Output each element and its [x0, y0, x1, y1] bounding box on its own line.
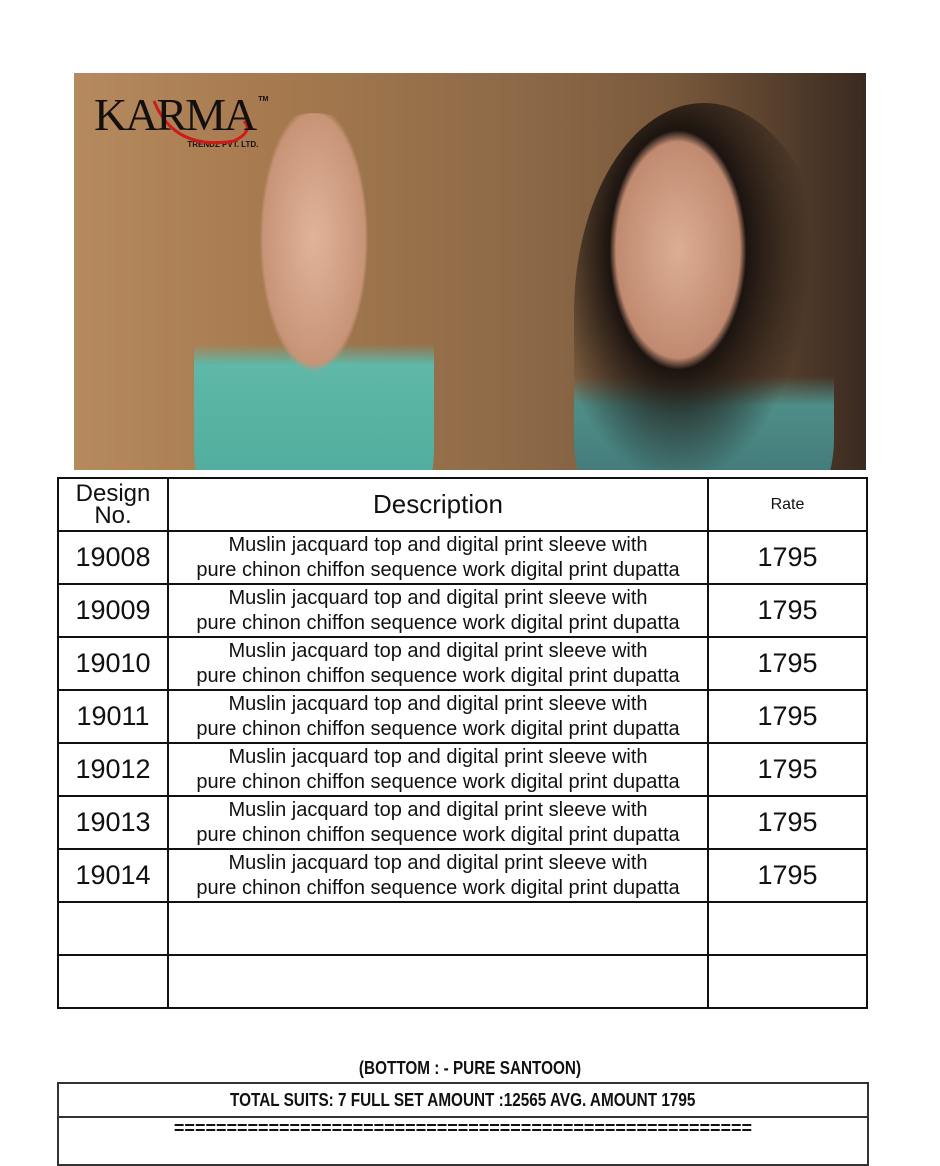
- logo-text: KARMA: [94, 89, 257, 140]
- rate-cell: 1795: [707, 583, 868, 638]
- rate-cell: 1795: [707, 742, 868, 797]
- table-row: 19014 Muslin jacquard top and digital pr…: [57, 848, 868, 903]
- design-no-cell: 19011: [57, 689, 169, 744]
- description-cell: Muslin jacquard top and digital print sl…: [167, 795, 709, 850]
- description-line-2: pure chinon chiffon sequence work digita…: [196, 664, 680, 687]
- price-table: Design No. Description Rate 19008 Muslin…: [57, 477, 868, 1009]
- logo-subtitle: TRENDZ PVT. LTD.: [187, 140, 259, 149]
- description-cell: Muslin jacquard top and digital print sl…: [167, 636, 709, 691]
- design-no-cell: 19014: [57, 848, 169, 903]
- table-header-row: Design No. Description Rate: [57, 477, 868, 532]
- header-design-no: Design No.: [57, 477, 169, 532]
- header-rate: Rate: [707, 477, 868, 532]
- description-line-1: Muslin jacquard top and digital print sl…: [228, 533, 648, 556]
- table-row: 19013 Muslin jacquard top and digital pr…: [57, 795, 868, 850]
- empty-cell: [167, 954, 709, 1009]
- rate-cell: 1795: [707, 636, 868, 691]
- model-left-figure: [194, 113, 434, 470]
- design-no-cell: 19013: [57, 795, 169, 850]
- description-cell: Muslin jacquard top and digital print sl…: [167, 689, 709, 744]
- description-line-1: Muslin jacquard top and digital print sl…: [228, 798, 648, 821]
- catalog-photo: KARMA TM TRENDZ PVT. LTD.: [74, 73, 866, 470]
- empty-table-row: [57, 901, 868, 956]
- table-row: 19008 Muslin jacquard top and digital pr…: [57, 530, 868, 585]
- description-cell: Muslin jacquard top and digital print sl…: [167, 742, 709, 797]
- description-line-1: Muslin jacquard top and digital print sl…: [228, 745, 648, 768]
- design-no-cell: 19012: [57, 742, 169, 797]
- description-cell: Muslin jacquard top and digital print sl…: [167, 583, 709, 638]
- empty-cell: [707, 901, 868, 956]
- logo-tm: TM: [258, 96, 269, 103]
- model-right-figure: [574, 103, 834, 470]
- rate-cell: 1795: [707, 848, 868, 903]
- description-cell: Muslin jacquard top and digital print sl…: [167, 848, 709, 903]
- design-no-cell: 19008: [57, 530, 169, 585]
- rate-cell: 1795: [707, 530, 868, 585]
- rate-cell: 1795: [707, 689, 868, 744]
- description-line-1: Muslin jacquard top and digital print sl…: [228, 692, 648, 715]
- description-line-1: Muslin jacquard top and digital print sl…: [228, 639, 648, 662]
- empty-cell: [57, 954, 169, 1009]
- table-row: 19012 Muslin jacquard top and digital pr…: [57, 742, 868, 797]
- description-line-2: pure chinon chiffon sequence work digita…: [196, 876, 680, 899]
- description-line-1: Muslin jacquard top and digital print sl…: [228, 851, 648, 874]
- karma-logo: KARMA TM TRENDZ PVT. LTD.: [94, 91, 268, 150]
- separator-line: ========================================…: [173, 1118, 753, 1138]
- design-no-cell: 19009: [57, 583, 169, 638]
- header-description: Description: [167, 477, 709, 532]
- empty-table-row: [57, 954, 868, 1009]
- rate-cell: 1795: [707, 795, 868, 850]
- empty-cell: [707, 954, 868, 1009]
- table-row: 19009 Muslin jacquard top and digital pr…: [57, 583, 868, 638]
- empty-cell: [57, 901, 169, 956]
- description-cell: Muslin jacquard top and digital print sl…: [167, 530, 709, 585]
- empty-cell: [167, 901, 709, 956]
- totals-summary: TOTAL SUITS: 7 FULL SET AMOUNT :12565 AV…: [230, 1090, 696, 1110]
- table-row: 19010 Muslin jacquard top and digital pr…: [57, 636, 868, 691]
- bottom-fabric-note: (BOTTOM : - PURE SANTOON): [358, 1058, 582, 1078]
- table-row: 19011 Muslin jacquard top and digital pr…: [57, 689, 868, 744]
- totals-box: TOTAL SUITS: 7 FULL SET AMOUNT :12565 AV…: [57, 1082, 869, 1166]
- description-line-2: pure chinon chiffon sequence work digita…: [196, 717, 680, 740]
- description-line-2: pure chinon chiffon sequence work digita…: [196, 770, 680, 793]
- design-no-cell: 19010: [57, 636, 169, 691]
- description-line-2: pure chinon chiffon sequence work digita…: [196, 558, 680, 581]
- logo-swoosh-icon: [152, 100, 249, 145]
- description-line-2: pure chinon chiffon sequence work digita…: [196, 611, 680, 634]
- description-line-2: pure chinon chiffon sequence work digita…: [196, 823, 680, 846]
- description-line-1: Muslin jacquard top and digital print sl…: [228, 586, 648, 609]
